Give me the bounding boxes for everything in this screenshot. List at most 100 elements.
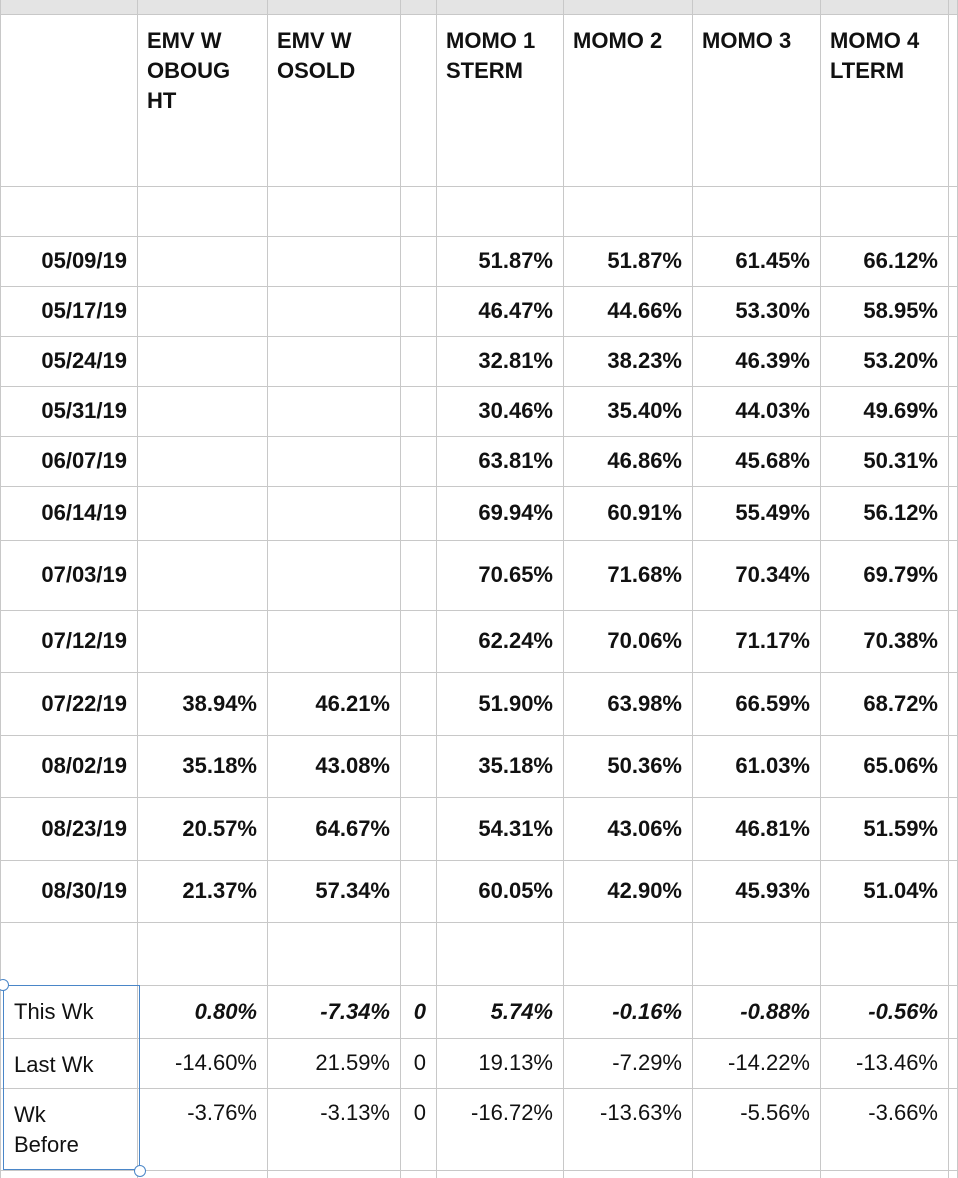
cell: -5.56% [740,1100,810,1125]
cell: 49.69% [863,398,938,423]
cell: 53.20% [863,348,938,373]
cell: 5.74% [490,998,553,1024]
grid-line [0,1170,958,1171]
cell-text: OSOLD [277,58,356,83]
cell: 57.34% [315,878,390,903]
cell: -7.29% [612,1050,682,1075]
column-header: MOMO 3 [692,14,820,186]
cell: 0 [413,998,426,1024]
grid-line [0,1088,958,1089]
cell-text: HT [147,88,177,113]
cell: -13.63% [600,1100,682,1125]
grid-line [0,0,1,1178]
grid-line [0,985,958,986]
cell: 60.05% [478,878,553,903]
cell: 44.03% [735,398,810,423]
cell: 53.30% [735,298,810,323]
cell: 05/24/19 [41,348,127,373]
cell: -7.34% [320,998,390,1024]
grid-line [137,0,138,1178]
grid-line [0,540,958,541]
cell: 07/12/19 [41,628,127,653]
cell: 62.24% [478,628,553,653]
cell: 64.67% [315,815,390,841]
cell: 07/22/19 [41,690,127,716]
cell: -0.56% [868,998,938,1024]
grid-line [0,14,958,15]
cell: -0.16% [612,998,682,1024]
cell: 51.59% [863,815,938,841]
grid-line [267,0,268,1178]
cell: 61.03% [735,753,810,778]
cell: 30.46% [478,398,553,423]
cell: 0 [413,1050,426,1075]
cell: 50.31% [863,448,938,473]
cell: 45.68% [735,448,810,473]
cell: 06/14/19 [41,500,127,525]
cell: 58.95% [863,298,938,323]
grid-line [0,386,958,387]
cell: 55.49% [735,500,810,525]
cell: 46.81% [735,815,810,841]
cell: -16.72% [471,1100,553,1125]
cell: 35.18% [182,753,257,778]
cell: 63.98% [607,690,682,716]
cell-text: STERM [446,58,523,83]
row-label: This Wk [0,985,137,1038]
cell: -0.88% [740,998,810,1024]
cell: 35.40% [607,398,682,423]
cell: 08/30/19 [41,878,127,903]
grid-line [436,0,437,1178]
selection-handle[interactable] [134,1165,146,1177]
grid-line [0,236,958,237]
selection-box [3,985,140,1170]
cell: 70.38% [863,628,938,653]
cell: 46.21% [315,690,390,716]
cell: 35.18% [478,753,553,778]
column-header-strip [0,0,958,14]
grid-line [820,0,821,1178]
cell: -14.22% [728,1050,810,1075]
cell: 05/09/19 [41,248,127,273]
cell: 07/03/19 [41,562,127,587]
cell: 70.06% [607,628,682,653]
cell: 38.94% [182,690,257,716]
cell: 65.06% [863,753,938,778]
column-header: MOMO 4 LTERM [820,14,948,186]
grid-line [0,797,958,798]
cell: -3.76% [187,1100,257,1125]
cell: 70.65% [478,562,553,587]
grid-line [692,0,693,1178]
cell: -3.13% [320,1100,390,1125]
cell: 46.39% [735,348,810,373]
cell: 0 [413,1100,426,1125]
cell: 66.12% [863,248,938,273]
column-header: EMV W OSOLD [267,14,400,186]
cell: -3.66% [868,1100,938,1125]
grid-line [0,486,958,487]
cell: 71.17% [735,628,810,653]
cell: 42.90% [607,878,682,903]
cell: 05/17/19 [41,298,127,323]
cell: 61.45% [735,248,810,273]
grid-line [0,672,958,673]
cell: 71.68% [607,562,682,587]
cell: 21.59% [315,1050,390,1075]
grid-line [948,0,949,1178]
cell: 32.81% [478,348,553,373]
cell-text: OBOUG [147,58,231,83]
cell: 51.90% [478,690,553,716]
grid-line [0,286,958,287]
cell: 69.94% [478,500,553,525]
cell: 60.91% [607,500,682,525]
grid-line [0,735,958,736]
cell: -13.46% [856,1050,938,1075]
cell: 19.13% [478,1050,553,1075]
cell: 08/23/19 [41,815,127,841]
cell-text: Last Wk [14,1052,94,1077]
cell-text: Before [14,1132,79,1157]
cell: 69.79% [863,562,938,587]
selection-handle[interactable] [0,979,9,991]
cell-text: EMV W [147,28,222,53]
